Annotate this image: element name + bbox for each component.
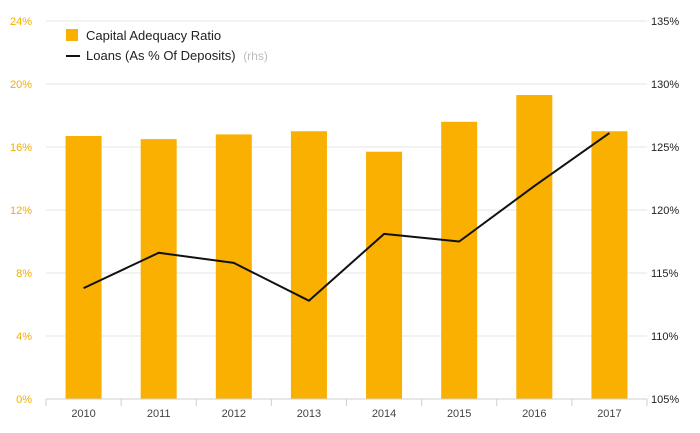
bar-2013 — [290, 131, 327, 399]
legend-label-capital-adequacy: Capital Adequacy Ratio — [86, 28, 221, 43]
y-right-tick-label: 120% — [651, 205, 679, 217]
x-tick-label-2015: 2015 — [447, 408, 471, 420]
y-right-tick-label: 110% — [651, 331, 679, 343]
x-tick-label-2012: 2012 — [222, 408, 246, 420]
bar-2012 — [215, 134, 252, 399]
y-left-tick-label: 24% — [10, 16, 32, 28]
x-tick-label-2014: 2014 — [372, 408, 396, 420]
x-tick-label-2016: 2016 — [522, 408, 546, 420]
y-left-tick-label: 20% — [10, 79, 32, 91]
line-series — [83, 132, 610, 302]
x-tick-label-2011: 2011 — [147, 408, 171, 420]
bar-2011 — [140, 139, 177, 399]
bar-2015 — [441, 121, 478, 400]
legend-label-loans-name: Loans (As % Of Deposits) — [86, 48, 236, 63]
bar-series — [65, 95, 628, 400]
x-tick-label-2013: 2013 — [297, 408, 321, 420]
bar-2014 — [366, 151, 403, 399]
y-left-tick-label: 4% — [16, 331, 32, 343]
bar-2016 — [516, 95, 553, 400]
x-tick-label-2017: 2017 — [597, 408, 621, 420]
axes: 0% 4% 8% 12% 16% 20% 24% 105% 110% 115% 120% 125% 13… — [10, 16, 679, 420]
y-right-tick-label: 115% — [651, 268, 679, 280]
gridlines — [46, 20, 647, 337]
bar-2017 — [591, 131, 628, 399]
legend-label-loans-rhs: (rhs) — [243, 49, 268, 63]
y-right-tick-label: 130% — [651, 79, 679, 91]
y-right-tick-label: 135% — [651, 16, 679, 28]
bar-2010 — [65, 135, 102, 399]
loans-line — [83, 132, 610, 302]
x-tick-label-2010: 2010 — [71, 408, 95, 420]
y-left-tick-label: 8% — [16, 268, 32, 280]
y-left-tick-label: 0% — [16, 394, 32, 406]
y-right-tick-label: 105% — [651, 394, 679, 406]
y-left-tick-label: 12% — [10, 205, 32, 217]
legend-swatch-capital-adequacy — [66, 29, 78, 41]
y-right-tick-label: 125% — [651, 142, 679, 154]
y-left-tick-label: 16% — [10, 142, 32, 154]
legend: Capital Adequacy Ratio Loans (As % Of De… — [66, 28, 268, 63]
legend-label-loans: Loans (As % Of Deposits) (rhs) — [86, 48, 268, 63]
